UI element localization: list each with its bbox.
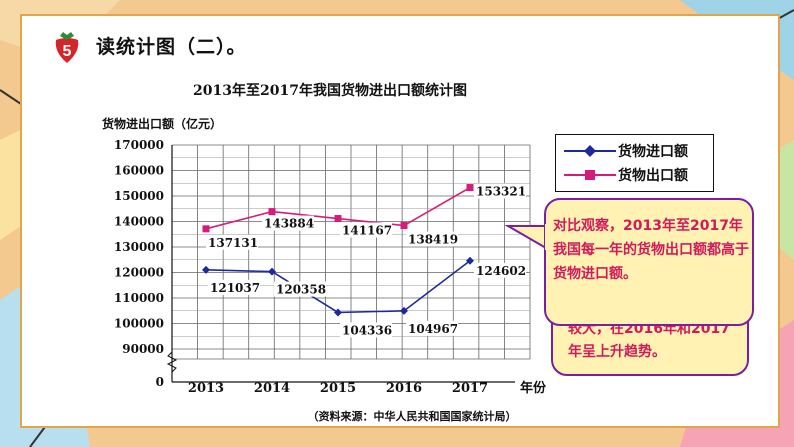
data-point xyxy=(334,215,342,223)
legend-item-import: 货物进口额 xyxy=(556,139,713,163)
y-tick-labels: 170000 160000 150000 140000 130000 120000 1100… xyxy=(114,138,164,389)
data-label-bg xyxy=(262,215,314,231)
axis-break-icon xyxy=(166,351,178,373)
data-label-bg xyxy=(406,320,458,336)
y-tick-label: 140000 xyxy=(114,215,164,229)
legend-label-import: 货物进口额 xyxy=(618,144,688,160)
data-point xyxy=(202,265,210,274)
data-label: 124602 xyxy=(476,264,526,278)
data-point xyxy=(202,225,210,233)
data-point xyxy=(334,308,342,317)
data-label: 137131 xyxy=(208,236,258,250)
data-label: 104336 xyxy=(342,323,392,337)
data-label: 120358 xyxy=(276,283,326,297)
strawberry-badge-icon: 5 xyxy=(55,32,79,63)
x-tick-label: 2013 xyxy=(188,381,224,396)
x-axis-label: 年份 xyxy=(520,380,547,396)
data-point xyxy=(400,222,408,230)
x-tick-labels: 2013 2014 2015 2016 2017 xyxy=(188,381,488,396)
x-tick-label: 2015 xyxy=(320,381,356,396)
y-axis-label: 货物进出口额（亿元） xyxy=(102,116,222,131)
legend-item-export: 货物出口额 xyxy=(556,163,713,187)
data-label: 104967 xyxy=(408,322,458,336)
x-tick-label: 2016 xyxy=(386,381,422,396)
data-label-bg xyxy=(340,222,392,238)
data-label: 143884 xyxy=(264,217,314,231)
data-label-bg xyxy=(208,279,260,295)
source-note: （资料来源：中华人民共和国国家统计局） xyxy=(308,409,517,423)
y-tick-label: 160000 xyxy=(114,164,164,178)
data-label: 141167 xyxy=(342,224,392,238)
series: 121037 120358 104336 104967 124602 137131 1438… xyxy=(202,183,526,338)
y-tick-label: 120000 xyxy=(114,266,164,280)
data-point xyxy=(400,306,408,315)
legend-label-export: 货物出口额 xyxy=(618,168,688,184)
callout-front-text: 对比观察，2013年至2017年我国每一年的货物出口额都高于货物进口额。 xyxy=(553,218,749,282)
data-label: 138419 xyxy=(408,233,458,247)
y-tick-label: 170000 xyxy=(114,138,164,152)
data-label-bg xyxy=(406,231,458,247)
data-point xyxy=(466,184,474,192)
data-label: 121037 xyxy=(210,281,260,295)
y-tick-label: 130000 xyxy=(114,240,164,254)
data-label-bg xyxy=(474,262,526,278)
data-label-bg xyxy=(340,322,392,338)
data-label-bg xyxy=(474,183,526,199)
callout-front-card xyxy=(544,198,754,326)
chart-legend: 货物进口额 货物出口额 xyxy=(555,134,714,192)
x-tick-label: 2017 xyxy=(452,381,488,396)
y-tick-label: 110000 xyxy=(114,291,164,305)
grid xyxy=(166,144,531,383)
badge-number: 5 xyxy=(63,43,72,60)
page-title: 读统计图（二）。 xyxy=(96,36,247,58)
chart-title: 2013年至2017年我国货物进出口额统计图 xyxy=(193,82,467,99)
y-tick-label: 150000 xyxy=(114,189,164,203)
y-tick-label: 0 xyxy=(156,375,164,389)
data-point xyxy=(268,208,276,216)
y-tick-label: 90000 xyxy=(122,342,164,356)
data-label: 153321 xyxy=(476,185,526,199)
data-label-bg xyxy=(274,281,326,297)
y-tick-label: 100000 xyxy=(114,317,164,331)
data-label-bg xyxy=(206,234,258,250)
x-tick-label: 2014 xyxy=(254,381,290,396)
data-point xyxy=(268,267,276,276)
data-point xyxy=(466,256,474,265)
